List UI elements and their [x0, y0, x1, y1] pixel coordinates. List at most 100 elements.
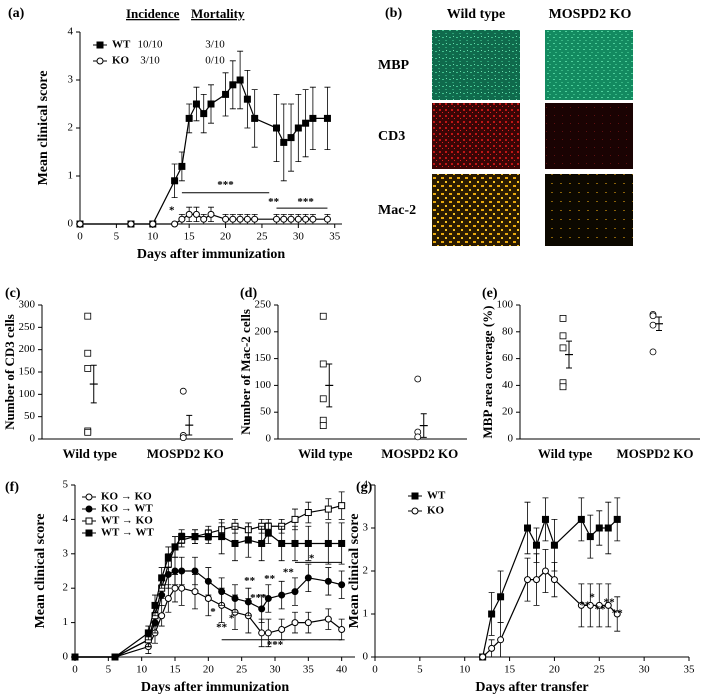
x-tick-label: 0 — [72, 664, 78, 676]
y-tick-label: 50 — [24, 410, 36, 422]
x-tick-label: 10 — [136, 664, 148, 676]
y-axis-label: Mean clinical score — [33, 514, 48, 629]
data-point — [191, 588, 199, 596]
y-tick-label: 60 — [502, 352, 514, 364]
data-point — [251, 215, 259, 223]
data-point — [84, 349, 92, 357]
panel-label: (d) — [240, 286, 257, 301]
data-point — [595, 524, 603, 532]
data-point — [200, 110, 208, 118]
data-point — [171, 543, 179, 551]
annotation: *** — [250, 592, 267, 604]
data-point — [84, 365, 92, 372]
data-point — [304, 539, 312, 547]
data-point — [151, 601, 159, 609]
data-point — [532, 541, 540, 549]
y-tick-label: 50 — [260, 406, 272, 418]
data-point — [178, 533, 186, 541]
data-point — [264, 629, 272, 637]
data-point — [222, 90, 230, 98]
error-bar — [420, 413, 427, 438]
legend-label: WT — [112, 39, 131, 51]
data-point — [204, 577, 212, 585]
y-tick-label: 20 — [502, 406, 514, 418]
x-tick-label: 5 — [417, 664, 423, 676]
y-tick-label: 1 — [363, 608, 369, 620]
data-point — [541, 567, 549, 575]
micrograph — [545, 103, 633, 169]
data-point — [291, 539, 299, 547]
data-point — [204, 595, 212, 603]
panel-label: (c) — [5, 286, 21, 301]
data-point — [280, 215, 288, 223]
annotation: ** — [612, 608, 624, 620]
data-point — [304, 509, 312, 517]
annotation: ** — [604, 596, 616, 608]
y-tick-label: 3 — [63, 547, 69, 559]
data-point — [273, 124, 280, 132]
y-tick-label: 200 — [255, 325, 272, 337]
data-point — [178, 215, 186, 223]
y-tick-label: 250 — [19, 321, 36, 333]
annotation: ** — [264, 573, 276, 585]
y-tick-label: 0 — [63, 651, 69, 663]
data-point — [229, 81, 237, 89]
x-tick-label: 0 — [77, 231, 83, 243]
y-tick-label: 300 — [19, 299, 36, 311]
data-point — [294, 215, 302, 223]
y-tick-label: 0 — [68, 218, 74, 230]
legend-label: WT — [427, 490, 446, 502]
x-tick-label: 40 — [336, 664, 348, 676]
data-point — [278, 539, 286, 547]
x-axis-label: Days after transfer — [475, 680, 588, 695]
data-point — [577, 601, 585, 609]
x-tick-label: 35 — [684, 664, 696, 676]
data-point — [185, 114, 193, 122]
y-tick-label: 100 — [497, 299, 514, 311]
annotation: * — [229, 613, 235, 625]
data-point — [302, 119, 310, 127]
x-tick-label: 20 — [549, 664, 561, 676]
y-tick-label: 100 — [19, 388, 36, 400]
data-point — [319, 422, 327, 430]
x-tick-label: 15 — [170, 664, 182, 676]
y-tick-label: 200 — [19, 343, 36, 355]
legend-label: WT → WT — [101, 527, 154, 539]
data-point — [532, 576, 540, 584]
table-cell: 3/10 — [205, 39, 225, 51]
data-point — [158, 612, 166, 620]
data-point — [218, 588, 226, 596]
y-tick-label: 5 — [63, 479, 69, 491]
data-point — [586, 601, 594, 609]
x-axis-label: Days after immunization — [137, 247, 285, 262]
y-tick-label: 0 — [266, 433, 272, 445]
y-tick-label: 3 — [363, 522, 369, 534]
data-point — [178, 584, 186, 592]
data-point — [287, 215, 295, 223]
annotation: * — [309, 552, 315, 564]
x-tick-label: 35 — [329, 231, 341, 243]
data-point — [323, 114, 331, 122]
y-tick-label: 4 — [68, 26, 74, 38]
legend-label: KO → WT — [101, 503, 153, 515]
table-header: Mortality — [191, 6, 245, 21]
legend-marker — [411, 507, 419, 515]
data-point — [192, 100, 200, 108]
legend-marker — [411, 492, 419, 500]
data-point — [414, 375, 422, 383]
x-tick-label: 25 — [594, 664, 606, 676]
x-tick-label: 30 — [293, 231, 305, 243]
data-point — [280, 138, 288, 146]
data-point — [200, 215, 208, 223]
data-point — [164, 553, 172, 561]
data-point — [231, 595, 239, 603]
data-point — [309, 114, 317, 122]
annotation: * — [210, 606, 216, 618]
data-point — [595, 601, 603, 609]
data-point — [191, 533, 199, 541]
data-point — [559, 314, 567, 322]
micrograph — [545, 174, 633, 246]
data-point — [479, 653, 487, 661]
y-axis-label: Mean clinical score — [36, 71, 51, 186]
